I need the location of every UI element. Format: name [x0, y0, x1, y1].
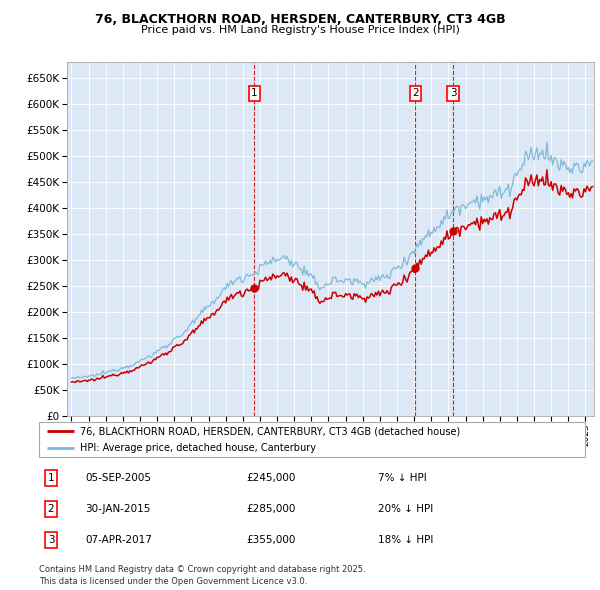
Text: 76, BLACKTHORN ROAD, HERSDEN, CANTERBURY, CT3 4GB: 76, BLACKTHORN ROAD, HERSDEN, CANTERBURY… — [95, 13, 505, 26]
Text: 07-APR-2017: 07-APR-2017 — [85, 535, 152, 545]
Text: 20% ↓ HPI: 20% ↓ HPI — [377, 504, 433, 514]
Text: 3: 3 — [449, 88, 457, 98]
FancyBboxPatch shape — [39, 422, 585, 457]
Text: 30-JAN-2015: 30-JAN-2015 — [85, 504, 151, 514]
Text: 1: 1 — [251, 88, 258, 98]
Text: HPI: Average price, detached house, Canterbury: HPI: Average price, detached house, Cant… — [80, 444, 316, 453]
Text: 2: 2 — [412, 88, 419, 98]
Text: £355,000: £355,000 — [247, 535, 296, 545]
Text: 76, BLACKTHORN ROAD, HERSDEN, CANTERBURY, CT3 4GB (detached house): 76, BLACKTHORN ROAD, HERSDEN, CANTERBURY… — [80, 427, 460, 437]
Text: Contains HM Land Registry data © Crown copyright and database right 2025.
This d: Contains HM Land Registry data © Crown c… — [39, 565, 365, 586]
Text: 05-SEP-2005: 05-SEP-2005 — [85, 473, 151, 483]
Text: Price paid vs. HM Land Registry's House Price Index (HPI): Price paid vs. HM Land Registry's House … — [140, 25, 460, 35]
Text: 2: 2 — [47, 504, 55, 514]
Text: £245,000: £245,000 — [247, 473, 296, 483]
Text: £285,000: £285,000 — [247, 504, 296, 514]
Text: 3: 3 — [47, 535, 55, 545]
Text: 18% ↓ HPI: 18% ↓ HPI — [377, 535, 433, 545]
Text: 7% ↓ HPI: 7% ↓ HPI — [377, 473, 426, 483]
Text: 1: 1 — [47, 473, 55, 483]
